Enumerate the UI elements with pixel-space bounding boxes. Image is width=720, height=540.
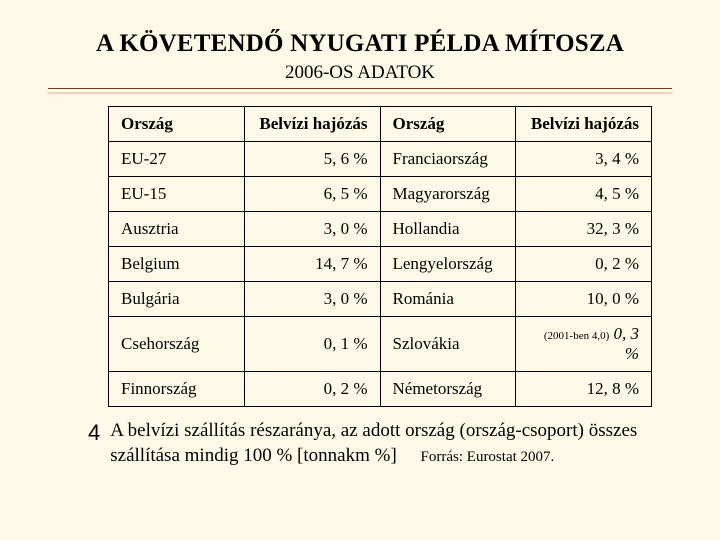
cell-value: 32, 3 % [516,212,652,247]
table-row: Ausztria 3, 0 % Hollandia 32, 3 % [109,212,652,247]
cell-country: Románia [380,282,516,317]
table-row: EU-27 5, 6 % Franciaország 3, 4 % [109,142,652,177]
cell-value: 3, 4 % [516,142,652,177]
cell-country: Csehország [109,317,245,372]
cell-value: 4, 5 % [516,177,652,212]
cell-country: Ausztria [109,212,245,247]
footnote-block: 4 A belvízi szállítás részaránya, az ado… [48,419,672,468]
footnote-source: Forrás: Eurostat 2007. [421,449,555,465]
cell-value: 0, 2 % [516,247,652,282]
cell-value: 14, 7 % [244,247,380,282]
footnote-line-1: A belvízi szállítás részaránya, az adott… [110,420,637,441]
cell-country: EU-15 [109,177,245,212]
col-header-value-2: Belvízi hajózás [516,107,652,142]
cell-value: 10, 0 % [516,282,652,317]
cell-country: Szlovákia [380,317,516,372]
cell-value: 6, 5 % [244,177,380,212]
value-note: (2001-ben 4,0) [544,330,609,342]
table-row: Bulgária 3, 0 % Románia 10, 0 % [109,282,652,317]
table-row: EU-15 6, 5 % Magyarország 4, 5 % [109,177,652,212]
cell-country: Belgium [109,247,245,282]
cell-country: EU-27 [109,142,245,177]
footnote-line-2: szállítása mindig 100 % [tonnakm %] [110,445,397,466]
cell-country: Hollandia [380,212,516,247]
value-italic: 0, 3 % [614,324,640,363]
table-header-row: Ország Belvízi hajózás Ország Belvízi ha… [109,107,652,142]
data-table: Ország Belvízi hajózás Ország Belvízi ha… [108,106,652,407]
col-header-value-1: Belvízi hajózás [244,107,380,142]
cell-country: Magyarország [380,177,516,212]
cell-value: 3, 0 % [244,212,380,247]
table-row: Belgium 14, 7 % Lengyelország 0, 2 % [109,247,652,282]
cell-country: Franciaország [380,142,516,177]
footnote-text: A belvízi szállítás részaránya, az adott… [110,419,637,468]
cell-country: Németország [380,372,516,407]
cell-value: 0, 1 % [244,317,380,372]
cell-country: Bulgária [109,282,245,317]
cell-value: 0, 2 % [244,372,380,407]
slide-subtitle: 2006-OS ADATOK [48,62,672,84]
checkmark-icon: 4 [88,422,100,444]
cell-value-with-note: (2001-ben 4,0) 0, 3 % [516,317,652,372]
cell-country: Lengyelország [380,247,516,282]
cell-country: Finnország [109,372,245,407]
slide-title: A KÖVETENDŐ NYUGATI PÉLDA MÍTOSZA [48,30,672,58]
cell-value: 3, 0 % [244,282,380,317]
col-header-country-2: Ország [380,107,516,142]
divider [48,88,672,92]
cell-value: 12, 8 % [516,372,652,407]
table-row: Csehország 0, 1 % Szlovákia (2001-ben 4,… [109,317,652,372]
table-row: Finnország 0, 2 % Németország 12, 8 % [109,372,652,407]
col-header-country-1: Ország [109,107,245,142]
cell-value: 5, 6 % [244,142,380,177]
